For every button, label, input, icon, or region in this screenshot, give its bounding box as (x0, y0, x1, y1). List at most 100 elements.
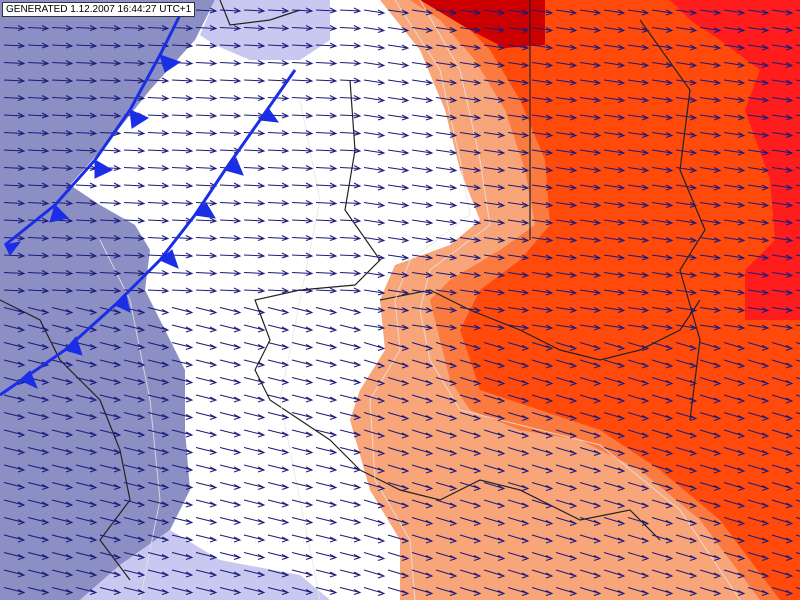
wind-arrow (267, 252, 290, 259)
wind-arrow (195, 77, 218, 84)
wind-arrow (171, 307, 194, 315)
wind-arrow (363, 482, 386, 491)
wind-arrow (363, 499, 386, 509)
wind-arrow (387, 394, 410, 404)
wind-arrow (771, 569, 794, 579)
wind-arrow (627, 202, 650, 208)
wind-arrow (243, 130, 266, 136)
wind-arrow (99, 342, 122, 350)
wind-arrow (75, 270, 98, 276)
wind-arrow (435, 412, 458, 421)
wind-arrow (363, 254, 386, 261)
wind-arrow (267, 377, 290, 385)
wind-arrow (723, 394, 746, 404)
wind-arrow (675, 254, 698, 261)
wind-arrow (627, 62, 650, 68)
wind-arrow (651, 79, 674, 86)
wind-arrow (459, 289, 482, 296)
wind-arrow (531, 499, 554, 509)
wind-arrow (699, 464, 722, 474)
wind-arrow (147, 95, 170, 101)
wind-arrow (27, 95, 50, 101)
wind-arrow (195, 342, 218, 350)
wind-arrow (411, 167, 434, 173)
border-line (379, 289, 701, 361)
wind-arrow (267, 447, 290, 455)
wind-arrow (579, 464, 602, 474)
wind-arrow (459, 307, 482, 313)
wind-arrow (171, 324, 194, 333)
wind-arrow (339, 534, 362, 543)
wind-arrow (699, 62, 722, 68)
wind-arrow (315, 569, 338, 578)
wind-arrow (411, 412, 434, 421)
wind-arrow (75, 252, 98, 259)
wind-arrow (747, 359, 770, 369)
wind-arrow (579, 552, 602, 561)
wind-arrow (387, 324, 410, 331)
wind-arrow (675, 482, 698, 491)
wind-arrow (315, 60, 338, 66)
wind-arrow (411, 447, 434, 456)
wind-arrow (507, 202, 530, 208)
wind-arrow (363, 79, 386, 86)
wind-arrow (171, 534, 194, 543)
wind-arrow (435, 517, 458, 526)
wind-arrow (363, 272, 386, 278)
wind-arrow (99, 60, 122, 66)
wind-arrow (267, 95, 290, 101)
border-line (359, 469, 661, 541)
wind-arrow (147, 534, 170, 543)
wind-arrow (459, 342, 482, 351)
wind-arrow (243, 412, 266, 420)
wind-arrow (339, 7, 362, 14)
wind-arrow (459, 534, 482, 544)
wind-arrow (507, 552, 530, 561)
wind-arrow (627, 237, 650, 243)
wind-arrow (147, 235, 170, 241)
wind-arrow (75, 235, 98, 241)
wind-arrow (291, 95, 314, 101)
wind-arrow (627, 289, 650, 296)
wind-arrow (243, 394, 266, 403)
wind-arrow (363, 517, 386, 526)
wind-arrow (411, 429, 434, 439)
wind-arrow (267, 499, 290, 508)
wind-arrow (483, 482, 506, 491)
wind-arrow (651, 254, 674, 261)
wind-arrow (27, 324, 50, 333)
wind-arrow (3, 165, 26, 171)
wind-arrow (291, 165, 314, 171)
border-line (639, 19, 706, 421)
wind-arrow (435, 167, 458, 173)
wind-arrow (27, 60, 50, 66)
wind-arrow (219, 342, 242, 350)
wind-arrow (675, 114, 698, 121)
wind-arrow (411, 499, 434, 509)
wind-arrow (339, 252, 362, 259)
wind-arrow (27, 587, 50, 595)
wind-arrow (723, 569, 746, 579)
wind-arrow (723, 132, 746, 138)
wind-arrow (99, 412, 122, 420)
wind-arrow (267, 270, 290, 276)
wind-arrow (699, 552, 722, 561)
wind-arrow (171, 447, 194, 455)
wind-arrow (195, 517, 218, 525)
wind-arrow (507, 237, 530, 243)
wind-arrow (795, 587, 800, 590)
wind-arrow (603, 534, 626, 544)
wind-arrow (291, 77, 314, 84)
wind-arrow (459, 184, 482, 191)
wind-arrow (651, 447, 674, 456)
wind-arrow (219, 534, 242, 543)
wind-arrow (675, 27, 698, 33)
wind-arrow (699, 167, 722, 173)
wind-arrow (243, 499, 266, 508)
wind-arrow (627, 132, 650, 138)
wind-arrow (267, 287, 290, 294)
wind-arrow (411, 114, 434, 121)
wind-arrow (747, 499, 770, 509)
borders (0, 0, 706, 581)
